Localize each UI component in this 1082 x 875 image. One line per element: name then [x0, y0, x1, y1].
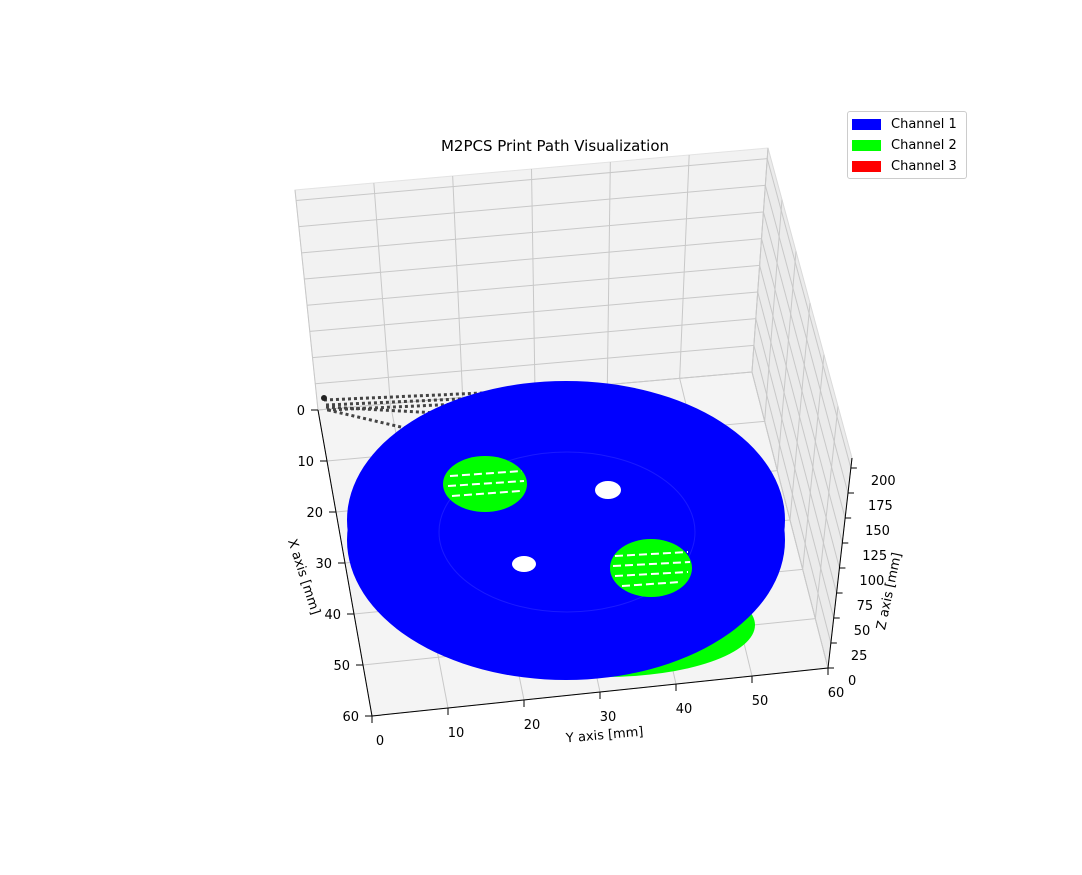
x-tick-10-label: 10 [297, 455, 314, 470]
x-ticks: 0 10 20 30 40 50 60 [297, 404, 372, 725]
legend-label-channel-2: Channel 2 [891, 137, 957, 153]
chart-title: M2PCS Print Path Visualization [441, 137, 669, 155]
y-tick-60-label: 60 [828, 686, 845, 701]
x-tick-0-label: 0 [297, 404, 305, 419]
x-axis-label: X axis [mm] [284, 537, 323, 616]
legend-item-channel-1: Channel 1 [852, 115, 957, 133]
void-hole-b [512, 556, 536, 572]
y-tick-20-label: 20 [524, 718, 541, 733]
z-ticks: 0 25 50 75 100 125 150 175 200 [828, 467, 896, 689]
channel-2-inclusion-b [610, 539, 692, 597]
z-tick-125-label: 125 [862, 549, 887, 564]
y-ticks: 0 10 20 30 40 50 60 [371, 668, 845, 749]
legend-item-channel-3: Channel 3 [852, 157, 957, 175]
z-tick-75-label: 75 [857, 599, 874, 614]
legend-swatch-channel-1 [852, 118, 881, 130]
x-tick-20-label: 20 [306, 506, 323, 521]
y-tick-10-label: 10 [448, 726, 465, 741]
y-tick-0-label: 0 [376, 734, 384, 749]
legend-swatch-channel-2 [852, 139, 881, 151]
void-hole-a [595, 481, 621, 499]
z-tick-150-label: 150 [865, 524, 890, 539]
z-tick-0-label: 0 [848, 674, 856, 689]
channel-1-inner-hatch [438, 451, 696, 613]
x-tick-30-label: 30 [315, 557, 332, 572]
y-tick-50-label: 50 [752, 694, 769, 709]
y-axis-label: Y axis [mm] [564, 725, 644, 747]
inclusion-hatch [447, 470, 691, 587]
channel-1-disk [347, 381, 785, 680]
z-tick-25-label: 25 [851, 649, 868, 664]
void-holes [512, 481, 621, 572]
legend-label-channel-1: Channel 1 [891, 116, 957, 132]
z-tick-50-label: 50 [854, 624, 871, 639]
x-tick-40-label: 40 [324, 608, 341, 623]
x-tick-50-label: 50 [333, 659, 350, 674]
z-tick-175-label: 175 [868, 499, 893, 514]
travel-start-point [321, 395, 327, 401]
channel-1-disk-top [347, 381, 785, 659]
channel-2-inclusions [443, 456, 692, 597]
legend-label-channel-3: Channel 3 [891, 158, 957, 174]
y-tick-30-label: 30 [600, 710, 617, 725]
z-tick-200-label: 200 [871, 474, 896, 489]
plot-area [321, 381, 785, 680]
y-tick-40-label: 40 [676, 702, 693, 717]
x-tick-60-label: 60 [342, 710, 359, 725]
z-tick-100-label: 100 [859, 574, 884, 589]
legend: Channel 1 Channel 2 Channel 3 [847, 111, 967, 179]
legend-item-channel-2: Channel 2 [852, 136, 957, 154]
legend-swatch-channel-3 [852, 160, 881, 172]
